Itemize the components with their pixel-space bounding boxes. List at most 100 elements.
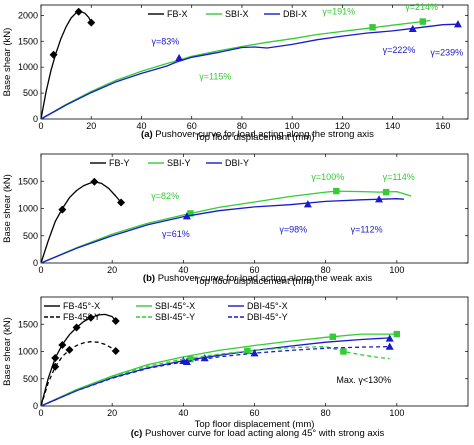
x-axis-label: Top floor displacement (mm) <box>195 276 315 287</box>
y-tick-label: 0 <box>33 258 38 268</box>
data-point <box>51 362 60 371</box>
x-tick-label: 60 <box>249 265 259 275</box>
data-point <box>111 316 120 325</box>
legend-label: DBI-X <box>283 9 307 19</box>
data-point <box>187 210 194 217</box>
data-point <box>453 20 462 28</box>
caption-text: Pushover curve for load acting along the… <box>158 273 373 284</box>
x-tick-label: 100 <box>285 121 300 131</box>
x-tick-label: 20 <box>107 408 117 418</box>
y-axis-label: Base shear (kN) <box>2 28 13 97</box>
x-tick-label: 80 <box>321 408 331 418</box>
series-line <box>40 313 117 407</box>
y-tick-label: 500 <box>23 88 38 98</box>
x-tick-label: 20 <box>107 265 117 275</box>
data-point <box>419 18 426 25</box>
data-point <box>187 355 194 363</box>
legend-label: SBI-45°-X <box>155 301 195 311</box>
series-line <box>40 345 390 407</box>
legend-label: DBI-45°-X <box>247 301 288 311</box>
y-tick-label: 1000 <box>18 204 38 214</box>
caption-text: Pushover curve for load acting along the… <box>155 129 374 140</box>
y-tick-label: 1500 <box>18 319 38 329</box>
panel-caption: (a) Pushover curve for load acting along… <box>141 129 374 140</box>
series-line <box>40 345 390 407</box>
annotation-label: γ=83% <box>152 36 180 46</box>
legend-label: DBI-45°-Y <box>247 312 288 322</box>
y-tick-label: 1500 <box>18 36 38 46</box>
data-point <box>303 200 312 208</box>
x-tick-label: 40 <box>136 121 146 131</box>
y-tick-label: 0 <box>33 114 38 124</box>
annotation-label: γ=222% <box>383 45 416 55</box>
data-point <box>74 7 83 16</box>
data-point <box>393 330 401 338</box>
data-point <box>408 24 417 33</box>
data-point <box>182 212 191 220</box>
data-point <box>385 334 394 342</box>
annotation-label: γ=239% <box>430 47 463 57</box>
x-tick-label: 100 <box>389 265 404 275</box>
legend-label: SBI-X <box>225 9 249 19</box>
data-point <box>375 195 384 203</box>
data-point <box>175 53 184 62</box>
data-point <box>340 348 347 355</box>
y-axis-label: Base shear (kN) <box>2 317 13 386</box>
data-point <box>72 323 81 332</box>
series-line <box>40 23 459 120</box>
data-point <box>86 313 95 322</box>
legend-label: FB-45°-X <box>63 301 100 311</box>
data-point <box>51 354 60 363</box>
annotation-label: γ=100% <box>311 172 344 182</box>
x-tick-label: 40 <box>178 408 188 418</box>
y-axis-label: Base shear (kN) <box>2 174 13 243</box>
panel-caption: (c) Pushover curve for load acting along… <box>131 428 385 439</box>
annotation-label: γ=98% <box>279 224 307 234</box>
data-point <box>385 342 394 350</box>
legend-label: FB-Y <box>109 158 130 168</box>
data-point <box>369 24 376 31</box>
data-point <box>58 205 67 214</box>
x-tick-label: 80 <box>321 265 331 275</box>
legend-label: DBI-Y <box>225 158 249 168</box>
x-tick-label: 120 <box>335 121 350 131</box>
annotation-label: γ=191% <box>322 6 355 16</box>
data-point <box>90 177 99 186</box>
x-tick-label: 0 <box>38 121 43 131</box>
annotation-label: γ=61% <box>162 229 190 239</box>
annotation-label: γ=115% <box>199 72 231 82</box>
legend-label: SBI-45°-Y <box>155 312 195 322</box>
plot-area <box>40 153 469 264</box>
plot-area <box>40 4 469 120</box>
x-tick-label: 80 <box>237 121 247 131</box>
data-point <box>329 333 336 340</box>
y-tick-label: 1000 <box>18 347 38 357</box>
x-axis-label: Top floor displacement (mm) <box>195 419 315 430</box>
x-tick-label: 0 <box>38 265 43 275</box>
data-point <box>58 340 67 349</box>
annotation-label: γ=114% <box>383 172 415 182</box>
y-tick-label: 500 <box>23 231 38 241</box>
series-line <box>40 190 412 264</box>
data-point <box>117 198 126 207</box>
x-tick-label: 160 <box>435 121 450 131</box>
data-point <box>250 349 259 357</box>
y-tick-label: 0 <box>33 401 38 411</box>
legend-label: FB-X <box>167 9 188 19</box>
y-tick-label: 500 <box>23 374 38 384</box>
x-tick-label: 0 <box>38 408 43 418</box>
caption-letter: (a) <box>141 129 155 140</box>
x-tick-label: 60 <box>187 121 197 131</box>
annotation-label: γ=82% <box>151 191 179 201</box>
data-point <box>182 357 191 366</box>
series-line <box>40 198 404 264</box>
data-point <box>87 18 96 27</box>
x-axis-label: Top floor displacement (mm) <box>195 132 315 143</box>
legend-label: FB-45°-Y <box>63 312 100 322</box>
annotation-label: Max. γ<130% <box>336 375 391 385</box>
panel-caption: (b) Pushover curve for load acting along… <box>143 273 372 284</box>
annotation-label: γ=112% <box>351 224 383 234</box>
